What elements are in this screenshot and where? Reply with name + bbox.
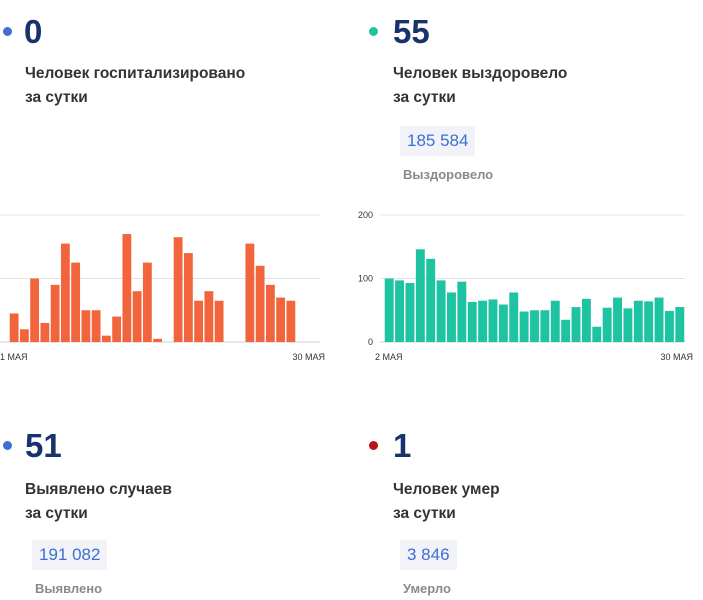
hospitalized-bar (142, 262, 152, 342)
recovered-bar (467, 301, 477, 342)
hospitalized-desc-line2: за сутки (25, 89, 88, 106)
hospitalized-bar (245, 243, 255, 342)
detected-total-label: Выявлено (35, 581, 103, 596)
hospitalized-bar (101, 335, 111, 342)
recovered-y-tick-label: 100 (358, 274, 373, 284)
recovered-bar (436, 280, 446, 342)
recovered-bar (623, 308, 633, 342)
hospitalized-x-start-label: 1 МАЯ (0, 352, 28, 362)
recovered-desc-line2: за сутки (393, 89, 456, 106)
recovered-chart: 0 100 200 2 МАЯ 30 МАЯ (358, 210, 693, 362)
recovered-bar (509, 292, 519, 342)
hospitalized-chart: 1 МАЯ 30 МАЯ (0, 214, 325, 362)
died-value: 1 (393, 427, 412, 464)
died-desc-line1: Человек умер (393, 481, 500, 498)
recovered-desc-line1: Человек выздоровело (393, 65, 568, 82)
hospitalized-bar (255, 265, 265, 342)
recovered-bar (613, 297, 622, 342)
hospitalized-bar (91, 310, 101, 342)
hospitalized-bar (30, 278, 40, 342)
recovered-bar (498, 304, 508, 342)
recovered-total-badge: 185 584 (400, 126, 476, 156)
recovered-dot (369, 27, 378, 36)
hospitalized-value: 0 (24, 13, 43, 50)
hospitalized-bar (173, 237, 183, 342)
recovered-bar (633, 300, 643, 342)
recovered-x-end-label: 30 МАЯ (660, 352, 693, 362)
recovered-bar (602, 307, 612, 342)
hospitalized-desc-line1: Человек госпитализировано (25, 65, 246, 82)
recovered-bar (384, 278, 394, 342)
recovered-bar (457, 281, 467, 342)
recovered-bar (675, 307, 685, 342)
recovered-bar (581, 298, 591, 342)
hospitalized-bar (19, 329, 29, 342)
hospitalized-bar (40, 322, 50, 342)
recovered-x-start-label: 2 МАЯ (375, 352, 403, 362)
hospitalized-bar (183, 253, 193, 342)
hospitalized-dot (3, 27, 12, 36)
recovered-bar (654, 297, 664, 342)
hospitalized-bar (50, 284, 60, 342)
hospitalized-x-end-label: 30 МАЯ (292, 352, 325, 362)
hospitalized-bar (9, 313, 19, 342)
recovered-bar (426, 258, 436, 342)
died-total-badge: 3 846 (400, 540, 457, 570)
hospitalized-bar (71, 262, 81, 342)
recovered-bar (664, 310, 674, 342)
recovered-bar (571, 307, 581, 342)
detected-total-badge: 191 082 (32, 540, 108, 570)
hospitalized-bar (60, 243, 70, 342)
recovered-bar (561, 319, 571, 342)
hospitalized-bar (112, 316, 122, 342)
hospitalized-bar (276, 297, 286, 342)
recovered-bar (519, 311, 529, 342)
hospitalized-bar (153, 338, 163, 342)
recovered-bar (540, 310, 550, 342)
hospitalized-bar (265, 284, 275, 342)
recovered-bar (415, 249, 425, 342)
recovered-y-tick-label: 0 (368, 337, 373, 347)
hospitalized-bar (204, 291, 214, 342)
recovered-bar (530, 310, 539, 342)
recovered-bar (395, 280, 405, 342)
hospitalized-bar (214, 300, 224, 342)
detected-value: 51 (25, 427, 62, 464)
hospitalized-bar (286, 300, 296, 342)
detected-dot (3, 441, 12, 450)
died-dot (369, 441, 378, 450)
died-total-label: Умерло (403, 581, 451, 596)
detected-desc-line1: Выявлено случаев (25, 481, 172, 498)
recovered-total-label: Выздоровело (403, 167, 494, 182)
recovered-bar (644, 301, 654, 342)
hospitalized-bar (132, 291, 142, 342)
hospitalized-bar (194, 300, 204, 342)
recovered-value: 55 (393, 13, 430, 50)
recovered-y-tick-label: 200 (358, 210, 373, 220)
recovered-bar (550, 300, 560, 342)
recovered-bar (488, 299, 498, 342)
recovered-bar (447, 292, 456, 342)
died-desc-line2: за сутки (393, 505, 456, 522)
hospitalized-bar (81, 310, 91, 342)
recovered-bar (592, 326, 602, 342)
recovered-bar (405, 282, 415, 342)
detected-desc-line2: за сутки (25, 505, 88, 522)
recovered-bar (478, 300, 488, 342)
hospitalized-bar (122, 234, 132, 342)
